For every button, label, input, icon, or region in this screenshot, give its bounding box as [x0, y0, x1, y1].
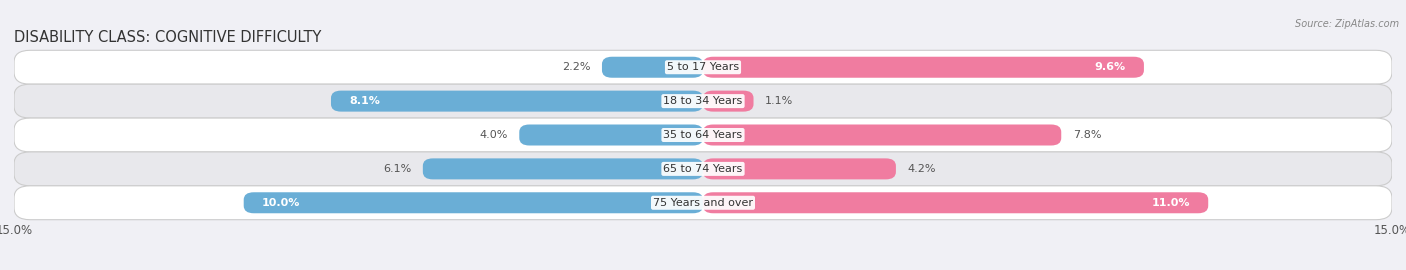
FancyBboxPatch shape	[703, 91, 754, 112]
FancyBboxPatch shape	[330, 91, 703, 112]
Text: 7.8%: 7.8%	[1073, 130, 1101, 140]
FancyBboxPatch shape	[14, 50, 1392, 84]
FancyBboxPatch shape	[14, 84, 1392, 118]
FancyBboxPatch shape	[703, 124, 1062, 146]
FancyBboxPatch shape	[14, 118, 1392, 152]
FancyBboxPatch shape	[703, 57, 1144, 78]
FancyBboxPatch shape	[519, 124, 703, 146]
Text: 9.6%: 9.6%	[1094, 62, 1126, 72]
Text: 11.0%: 11.0%	[1152, 198, 1189, 208]
Text: 5 to 17 Years: 5 to 17 Years	[666, 62, 740, 72]
FancyBboxPatch shape	[14, 152, 1392, 186]
FancyBboxPatch shape	[602, 57, 703, 78]
FancyBboxPatch shape	[243, 192, 703, 213]
Text: 75 Years and over: 75 Years and over	[652, 198, 754, 208]
Text: 6.1%: 6.1%	[382, 164, 412, 174]
Text: 4.0%: 4.0%	[479, 130, 508, 140]
Text: 4.2%: 4.2%	[907, 164, 936, 174]
FancyBboxPatch shape	[14, 186, 1392, 220]
Text: Source: ZipAtlas.com: Source: ZipAtlas.com	[1295, 19, 1399, 29]
FancyBboxPatch shape	[703, 192, 1208, 213]
Text: 8.1%: 8.1%	[349, 96, 380, 106]
Text: 65 to 74 Years: 65 to 74 Years	[664, 164, 742, 174]
Text: DISABILITY CLASS: COGNITIVE DIFFICULTY: DISABILITY CLASS: COGNITIVE DIFFICULTY	[14, 30, 322, 45]
FancyBboxPatch shape	[703, 158, 896, 179]
Text: 35 to 64 Years: 35 to 64 Years	[664, 130, 742, 140]
Text: 1.1%: 1.1%	[765, 96, 793, 106]
Text: 2.2%: 2.2%	[562, 62, 591, 72]
Text: 10.0%: 10.0%	[262, 198, 301, 208]
Text: 18 to 34 Years: 18 to 34 Years	[664, 96, 742, 106]
FancyBboxPatch shape	[423, 158, 703, 179]
